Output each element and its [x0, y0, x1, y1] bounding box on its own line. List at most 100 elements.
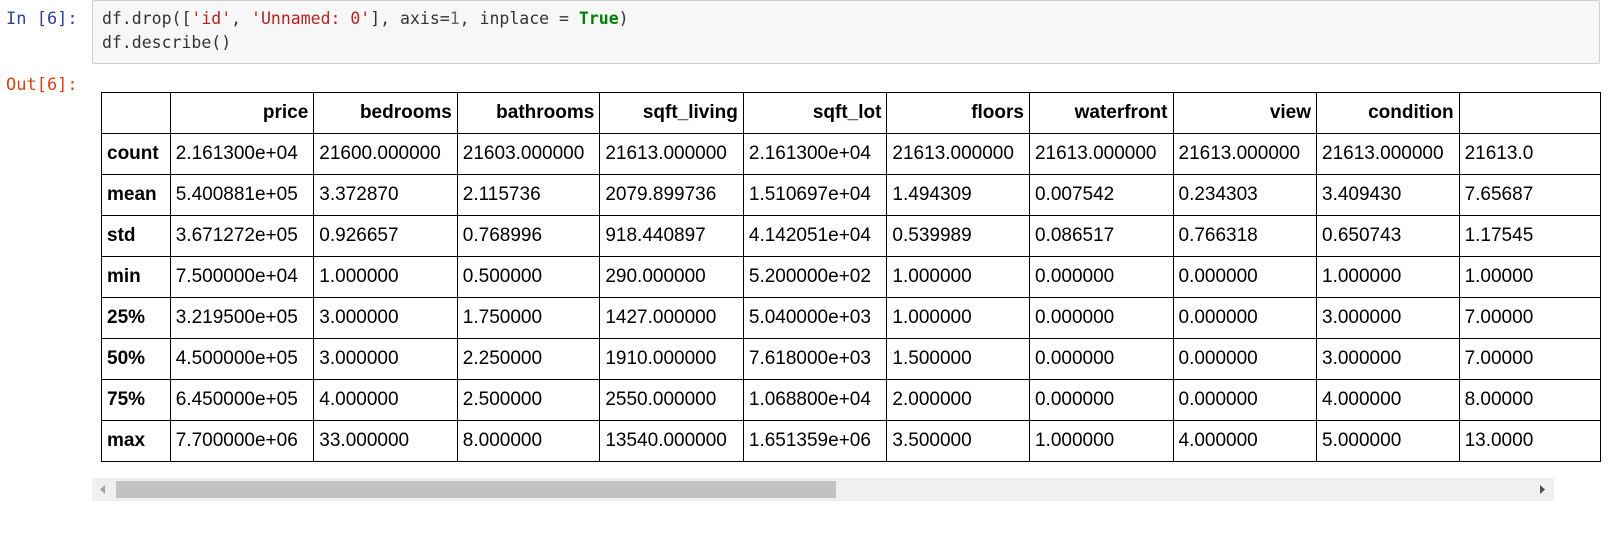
column-header: bathrooms: [456, 92, 601, 134]
table-cell: 21603.000000: [456, 133, 601, 175]
table-cell: 0.000000: [1172, 256, 1318, 298]
row-label: 50%: [101, 338, 171, 380]
table-row: 50% 4.500000e+05 3.000000 2.250000 1910.0000…: [101, 338, 1601, 380]
scroll-right-button[interactable]: [1532, 478, 1554, 501]
table-cell: 7.618000e+03: [742, 338, 888, 380]
table-cell: 1.000000: [1316, 256, 1460, 298]
table-cell: 33.000000: [313, 420, 458, 462]
table-cell: 290.000000: [599, 256, 744, 298]
column-header: floors: [886, 92, 1030, 134]
table-cell: 21613.000000: [1172, 133, 1318, 175]
column-header: price: [169, 92, 315, 134]
table-cell: 1.000000: [886, 256, 1030, 298]
table-cell: 21613.0: [1458, 133, 1601, 175]
row-label: std: [101, 215, 171, 257]
table-cell: 5.040000e+03: [742, 297, 888, 339]
table-cell: 7.65687: [1458, 174, 1601, 216]
column-header: sqft_living: [599, 92, 744, 134]
table-row: mean 5.400881e+05 3.372870 2.115736 2079.899…: [101, 174, 1601, 216]
table-cell: 0.000000: [1172, 338, 1318, 380]
column-header: condition: [1316, 92, 1460, 134]
table-cell: 21613.000000: [1028, 133, 1174, 175]
table-cell: 0.007542: [1028, 174, 1174, 216]
table-cell: 13.0000: [1458, 420, 1601, 462]
column-header: sqft_lot: [742, 92, 888, 134]
table-cell: 4.000000: [1172, 420, 1318, 462]
scroll-thumb[interactable]: [116, 481, 836, 498]
header-row: price bedrooms bathrooms sqft_living sqft_lo…: [101, 92, 1601, 134]
table-cell: 1.000000: [313, 256, 458, 298]
table-cell: 0.000000: [1028, 379, 1174, 421]
table-cell: 3.671272e+05: [169, 215, 315, 257]
table-cell: 3.500000: [886, 420, 1030, 462]
table-cell: 0.650743: [1316, 215, 1460, 257]
triangle-right-icon: [1540, 485, 1545, 494]
table-cell: 2079.899736: [599, 174, 744, 216]
table-cell: 0.234303: [1172, 174, 1318, 216]
table-cell: 8.000000: [456, 420, 601, 462]
code-line-2: df.describe(): [102, 33, 232, 52]
table-cell: 1.651359e+06: [742, 420, 888, 462]
table-cell: 0.000000: [1172, 297, 1318, 339]
table-cell: 1.000000: [1028, 420, 1174, 462]
table-cell: 0.086517: [1028, 215, 1174, 257]
table-cell: 7.00000: [1458, 338, 1601, 380]
table-cell: 2550.000000: [599, 379, 744, 421]
table-row: 75% 6.450000e+05 4.000000 2.500000 2550.0000…: [101, 379, 1601, 421]
table-header: price bedrooms bathrooms sqft_living sqft_lo…: [101, 92, 1601, 134]
table-row: count 2.161300e+04 21600.000000 21603.00000…: [101, 133, 1601, 175]
row-label: min: [101, 256, 171, 298]
horizontal-scrollbar[interactable]: [92, 478, 1554, 501]
table-cell: 3.219500e+05: [169, 297, 315, 339]
table-cell: 3.409430: [1316, 174, 1460, 216]
column-header: bedrooms: [313, 92, 458, 134]
table-cell: 7.700000e+06: [169, 420, 315, 462]
table-cell: 0.768996: [456, 215, 601, 257]
table-cell: 0.766318: [1172, 215, 1318, 257]
table-cell: 4.142051e+04: [742, 215, 888, 257]
scroll-left-button[interactable]: [92, 478, 114, 501]
table-cell: 3.372870: [313, 174, 458, 216]
table-cell: 1.17545: [1458, 215, 1601, 257]
code-text: df.drop(['id', 'Unnamed: 0'], axis=1, in…: [102, 7, 629, 55]
table-cell: 0.000000: [1028, 256, 1174, 298]
row-label: max: [101, 420, 171, 462]
table-cell: 21613.000000: [599, 133, 744, 175]
table-cell: 1.00000: [1458, 256, 1601, 298]
column-header: [101, 92, 171, 134]
input-prompt: In [6]:: [6, 9, 78, 29]
output-prompt: Out[6]:: [6, 75, 78, 95]
table-cell: 0.926657: [313, 215, 458, 257]
table-cell: 2.000000: [886, 379, 1030, 421]
table-cell: 5.400881e+05: [169, 174, 315, 216]
table-cell: 2.500000: [456, 379, 601, 421]
table-cell: 6.450000e+05: [169, 379, 315, 421]
table-cell: 3.000000: [313, 338, 458, 380]
table-cell: 8.00000: [1458, 379, 1601, 421]
table-cell: 0.000000: [1172, 379, 1318, 421]
table-cell: 7.500000e+04: [169, 256, 315, 298]
column-header: [1458, 92, 1601, 134]
table-cell: 1427.000000: [599, 297, 744, 339]
row-label: count: [101, 133, 171, 175]
table-cell: 918.440897: [599, 215, 744, 257]
table-cell: 1.068800e+04: [742, 379, 888, 421]
table-cell: 2.161300e+04: [169, 133, 315, 175]
table-cell: 3.000000: [1316, 297, 1460, 339]
table-cell: 3.000000: [1316, 338, 1460, 380]
table-body: count 2.161300e+04 21600.000000 21603.00000…: [101, 133, 1601, 462]
row-label: 25%: [101, 297, 171, 339]
table-cell: 0.000000: [1028, 338, 1174, 380]
row-label: mean: [101, 174, 171, 216]
table-cell: 1910.000000: [599, 338, 744, 380]
table-cell: 0.539989: [886, 215, 1030, 257]
code-input-area[interactable]: df.drop(['id', 'Unnamed: 0'], axis=1, in…: [92, 0, 1600, 64]
column-header: waterfront: [1028, 92, 1174, 134]
table-cell: 0.500000: [456, 256, 601, 298]
table-row: std 3.671272e+05 0.926657 0.768996 918.44089…: [101, 215, 1601, 257]
table-cell: 7.00000: [1458, 297, 1601, 339]
table-cell: 2.161300e+04: [742, 133, 888, 175]
row-label: 75%: [101, 379, 171, 421]
table-cell: 21613.000000: [1316, 133, 1460, 175]
table-cell: 2.250000: [456, 338, 601, 380]
